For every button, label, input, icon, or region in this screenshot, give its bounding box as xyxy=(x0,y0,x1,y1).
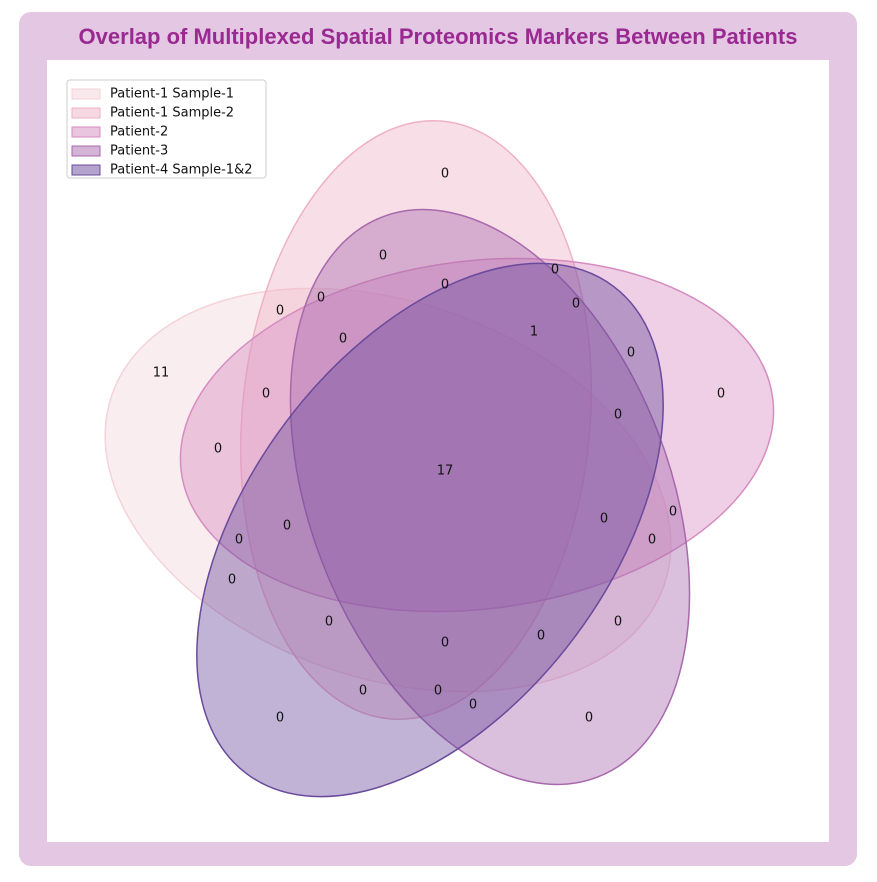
region-count: 0 xyxy=(469,698,477,713)
region-count: 0 xyxy=(648,533,656,548)
chart-title: Overlap of Multiplexed Spatial Proteomic… xyxy=(79,24,798,49)
set-ellipse xyxy=(104,287,672,693)
region-count: 0 xyxy=(283,519,291,534)
set-ellipse xyxy=(196,262,664,798)
region-count: 1 xyxy=(530,325,538,340)
region-count: 0 xyxy=(359,684,367,699)
legend-label: Patient-2 xyxy=(110,125,168,140)
legend-label: Patient-1 Sample-2 xyxy=(110,106,234,121)
region-count: 17 xyxy=(437,464,454,479)
legend-label: Patient-4 Sample-1&2 xyxy=(110,163,252,178)
region-count: 0 xyxy=(572,297,580,312)
set-ellipse xyxy=(239,120,593,720)
region-count: 0 xyxy=(441,167,449,182)
legend-swatch xyxy=(71,126,101,138)
region-count: 0 xyxy=(379,249,387,264)
region-count: 0 xyxy=(262,387,270,402)
region-count: 0 xyxy=(441,278,449,293)
legend-label: Patient-3 xyxy=(110,144,168,159)
legend-swatch xyxy=(71,164,101,176)
region-count: 0 xyxy=(317,291,325,306)
legend-box xyxy=(66,79,267,179)
region-count: 0 xyxy=(214,442,222,457)
region-count: 0 xyxy=(276,711,284,726)
legend-swatch xyxy=(71,88,101,100)
region-count: 0 xyxy=(669,505,677,520)
region-count: 0 xyxy=(235,533,243,548)
region-count: 0 xyxy=(627,346,635,361)
region-count: 0 xyxy=(614,408,622,423)
region-count: 11 xyxy=(153,366,170,381)
legend-swatch xyxy=(71,107,101,119)
set-ellipse xyxy=(289,208,691,786)
region-count: 0 xyxy=(551,263,559,278)
set-ellipse xyxy=(179,257,775,613)
region-count: 0 xyxy=(276,304,284,319)
region-count: 0 xyxy=(339,332,347,347)
region-count: 0 xyxy=(537,629,545,644)
region-count: 0 xyxy=(434,684,442,699)
legend: Patient-1 Sample-1 Patient-1 Sample-2 Pati… xyxy=(66,79,267,179)
region-count: 0 xyxy=(585,711,593,726)
region-count: 0 xyxy=(325,615,333,630)
region-count: 0 xyxy=(717,387,725,402)
legend-swatch xyxy=(71,145,101,157)
region-count: 0 xyxy=(600,512,608,527)
region-count: 0 xyxy=(614,615,622,630)
region-count: 0 xyxy=(441,636,449,651)
legend-label: Patient-1 Sample-1 xyxy=(110,87,234,102)
sets xyxy=(104,120,775,798)
region-count: 0 xyxy=(228,573,236,588)
